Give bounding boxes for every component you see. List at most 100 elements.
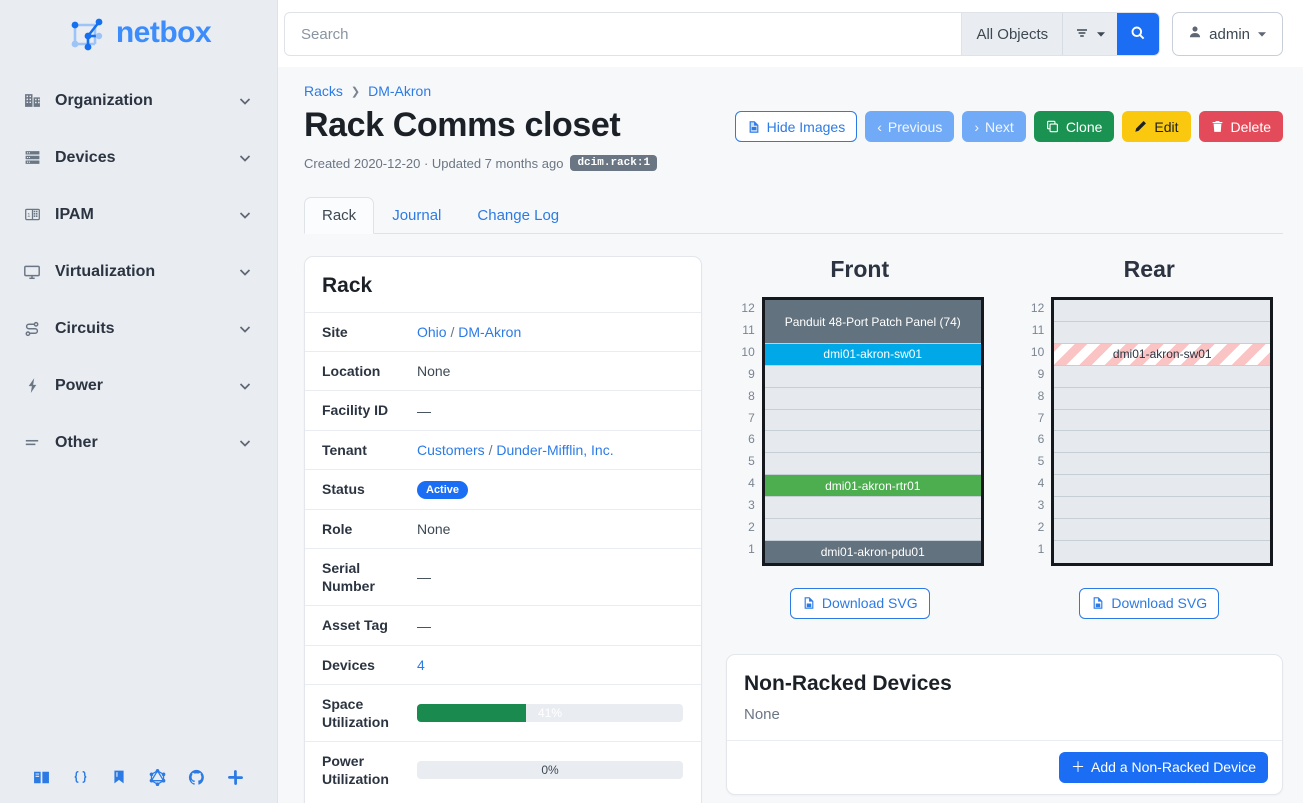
breadcrumb: Racks ❯ DM-Akron [298, 67, 1283, 105]
row-value: — [417, 402, 431, 419]
rack-empty-slot[interactable] [1054, 409, 1271, 432]
row-label: Role [322, 520, 353, 537]
tenant-group-link[interactable]: Customers [417, 441, 485, 458]
row-label: Power Utilization [322, 753, 389, 788]
filter-icon [1074, 25, 1090, 44]
site-region-link[interactable]: Ohio [417, 324, 447, 341]
sidebar-item-virtualization[interactable]: Virtualization [0, 243, 277, 300]
sidebar-item-circuits[interactable]: Circuits [0, 300, 277, 357]
rack-empty-slot[interactable] [1054, 365, 1271, 388]
delete-button[interactable]: Delete [1198, 111, 1283, 142]
previous-button[interactable]: ‹ Previous [865, 111, 955, 142]
brand-name: netbox [115, 16, 212, 49]
brand-logo[interactable]: netbox [0, 0, 277, 66]
sidebar-item-label: Devices [55, 148, 116, 166]
sidebar-item-other[interactable]: Other [0, 414, 277, 471]
delete-label: Delete [1230, 118, 1271, 135]
chevron-right-icon: › [974, 118, 980, 135]
rack-device-slot[interactable]: dmi01-akron-sw01 [1054, 343, 1271, 366]
rack-device-slot[interactable]: Panduit 48-Port Patch Panel (74) [764, 300, 981, 344]
rack-empty-slot[interactable] [764, 497, 981, 520]
chevron-down-icon[interactable] [237, 93, 253, 109]
rack-unit-number: 4 [1037, 476, 1045, 491]
slack-icon[interactable] [227, 769, 244, 786]
search-submit-button[interactable] [1117, 13, 1160, 55]
download-svg-button-rear[interactable]: Download SVG [1079, 587, 1220, 619]
site-link[interactable]: DM-Akron [458, 324, 522, 341]
tab-journal[interactable]: Journal [392, 207, 442, 225]
chevron-down-icon[interactable] [237, 321, 253, 337]
tab-change-log[interactable]: Change Log [477, 207, 560, 225]
devices-count-link[interactable]: 4 [417, 656, 425, 673]
tab-rack[interactable]: Rack [304, 197, 375, 235]
ip-grid-icon: 1 [22, 205, 42, 225]
rack-empty-slot[interactable] [1054, 540, 1271, 563]
rack-empty-slot[interactable] [764, 519, 981, 541]
bookmark-icon[interactable] [111, 769, 127, 785]
rack-empty-slot[interactable] [1054, 387, 1271, 410]
chevron-down-icon[interactable] [237, 435, 253, 451]
sidebar-item-organization[interactable]: Organization [0, 72, 277, 129]
clone-button[interactable]: Clone [1033, 111, 1115, 142]
rack-empty-slot[interactable] [764, 365, 981, 388]
row-value: 41% [417, 684, 701, 741]
rack-empty-slot[interactable] [1054, 300, 1271, 322]
object-type-tag: dcim.rack:1 [570, 155, 658, 172]
chevron-down-icon [1257, 26, 1267, 43]
sidebar-item-label: Organization [55, 91, 153, 109]
api-braces-icon[interactable] [72, 769, 89, 786]
search-scope-label: All Objects [976, 25, 1049, 43]
breadcrumb-item-racks[interactable]: Racks [304, 83, 343, 99]
sidebar-item-label: Circuits [55, 319, 115, 337]
sidebar-item-devices[interactable]: Devices [0, 129, 277, 186]
hide-images-button[interactable]: Hide Images [734, 111, 858, 142]
chevron-down-icon [1096, 26, 1106, 42]
search-input[interactable] [285, 13, 962, 55]
rack-empty-slot[interactable] [1054, 453, 1271, 476]
rack-empty-slot[interactable] [764, 387, 981, 410]
rack-empty-slot[interactable] [764, 453, 981, 476]
row-label: Serial Number [322, 560, 375, 595]
graphql-icon[interactable] [149, 768, 166, 786]
add-non-racked-device-button[interactable]: ＋ Add a Non-Racked Device [1059, 751, 1268, 783]
search-filter-dropdown[interactable] [1062, 13, 1118, 55]
rack-device-slot[interactable]: dmi01-akron-sw01 [764, 343, 981, 366]
add-non-racked-device-label: Add a Non-Racked Device [1091, 759, 1256, 776]
sidebar: netbox Organization Devices [0, 0, 278, 803]
sidebar-item-power[interactable]: Power [0, 357, 277, 414]
row-label: Facility ID [322, 402, 389, 419]
rack-empty-slot[interactable] [1054, 497, 1271, 520]
rack-empty-slot[interactable] [1054, 322, 1271, 344]
rack-unit-number: 12 [1030, 301, 1045, 316]
rack-unit-number: 10 [741, 344, 755, 359]
power-utilization-bar: 0% [417, 761, 683, 780]
tenant-link[interactable]: Dunder-Mifflin, Inc. [496, 441, 614, 458]
chevron-down-icon[interactable] [237, 150, 253, 166]
documentation-book-icon[interactable] [33, 769, 50, 786]
chevron-down-icon[interactable] [237, 207, 253, 223]
rack-empty-slot[interactable] [1054, 475, 1271, 498]
rack-unit-number: 7 [748, 410, 755, 425]
edit-button[interactable]: Edit [1122, 111, 1191, 142]
chevron-down-icon[interactable] [237, 378, 253, 394]
rack-empty-slot[interactable] [764, 431, 981, 454]
breadcrumb-item-site[interactable]: DM-Akron [368, 83, 432, 99]
chevron-down-icon[interactable] [237, 264, 253, 280]
row-value: Customers / Dunder-Mifflin, Inc. [417, 441, 614, 458]
search-scope-selector[interactable]: All Objects [961, 13, 1063, 55]
rack-device-slot[interactable]: dmi01-akron-pdu01 [764, 540, 981, 563]
rack-empty-slot[interactable] [1054, 431, 1271, 454]
server-icon [22, 148, 42, 168]
table-row: Facility ID — [305, 390, 701, 430]
lines-icon [22, 433, 42, 453]
rack-body-rear: dmi01-akron-sw01 [1051, 297, 1274, 566]
download-svg-button-front[interactable]: Download SVG [789, 587, 930, 619]
github-icon[interactable] [188, 769, 205, 786]
rack-device-slot[interactable]: dmi01-akron-rtr01 [764, 475, 981, 498]
user-menu-button[interactable]: admin [1172, 12, 1283, 56]
rack-unit-number: 7 [1037, 410, 1045, 425]
sidebar-item-ipam[interactable]: 1 IPAM [0, 186, 277, 243]
rack-empty-slot[interactable] [1054, 519, 1271, 541]
next-button[interactable]: › Next [962, 111, 1026, 142]
rack-empty-slot[interactable] [764, 409, 981, 432]
